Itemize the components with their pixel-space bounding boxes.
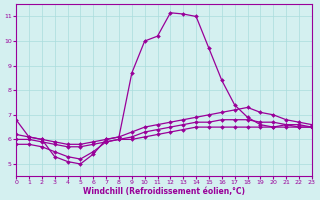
X-axis label: Windchill (Refroidissement éolien,°C): Windchill (Refroidissement éolien,°C) (83, 187, 245, 196)
